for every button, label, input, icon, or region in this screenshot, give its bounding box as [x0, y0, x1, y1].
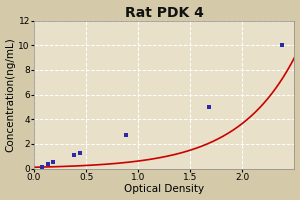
Point: [50, 161, 55, 164]
Y-axis label: Concentration(ng/mL): Concentration(ng/mL): [6, 37, 16, 152]
Point: [40, 166, 45, 169]
Title: Rat PDK 4: Rat PDK 4: [125, 6, 204, 20]
X-axis label: Optical Density: Optical Density: [124, 184, 204, 194]
Point: [207, 105, 212, 109]
Point: [280, 44, 284, 47]
Point: [123, 134, 128, 137]
Point: [45, 163, 50, 166]
Point: [71, 153, 76, 157]
Point: [77, 152, 82, 155]
